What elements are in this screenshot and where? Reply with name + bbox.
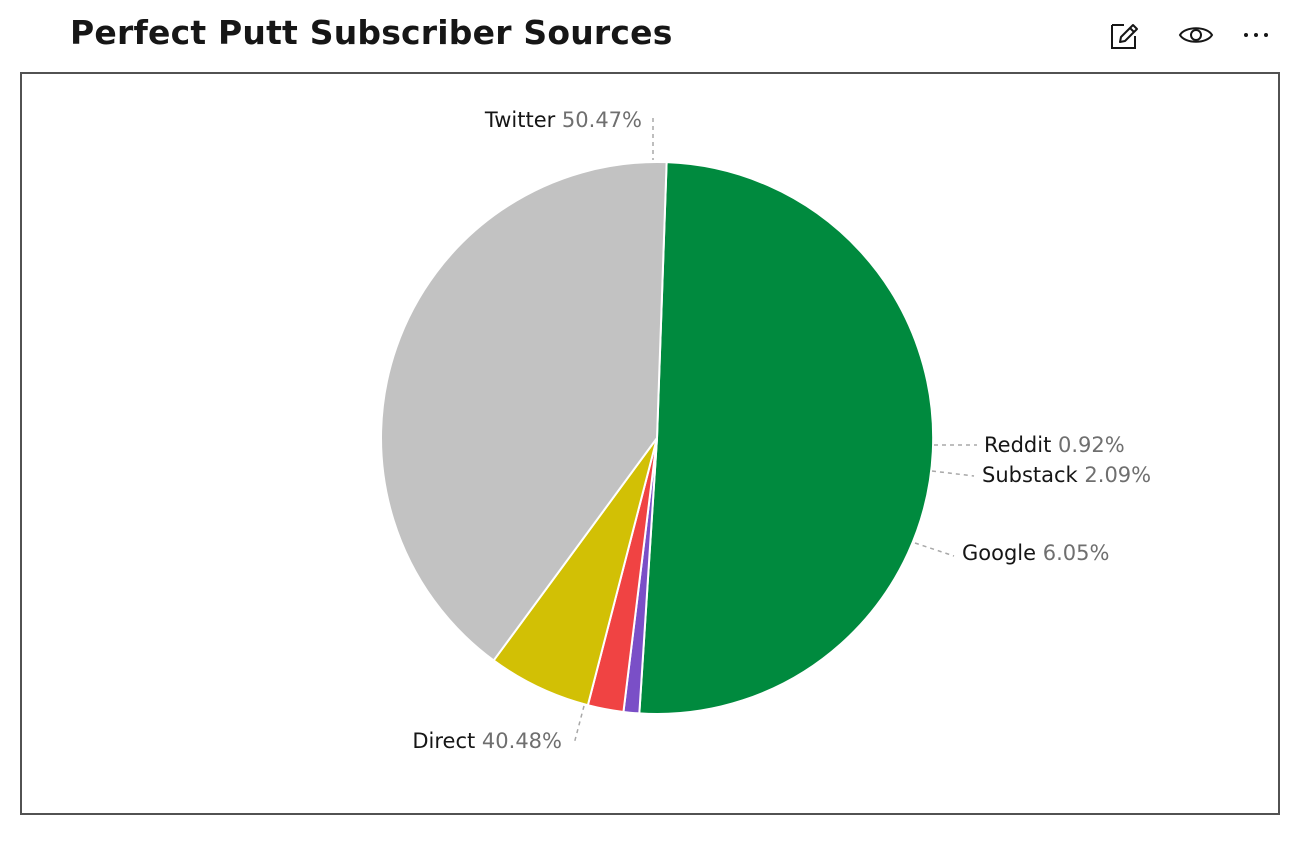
overflow-menu-button[interactable] <box>1237 16 1275 54</box>
leader-line-substack <box>931 470 975 477</box>
slice-label-value: 2.09% <box>1084 463 1151 487</box>
slice-label-reddit: Reddit 0.92% <box>984 433 1125 457</box>
slice-label-name: Direct <box>412 729 482 753</box>
slice-label-value: 50.47% <box>562 108 642 132</box>
slice-label-google: Google 6.05% <box>962 541 1109 565</box>
slice-label-name: Substack <box>982 463 1084 487</box>
edit-icon <box>1111 24 1138 49</box>
pie-slice-direct[interactable] <box>380 161 668 662</box>
slice-label-substack: Substack 2.09% <box>982 463 1151 487</box>
slice-label-name: Google <box>962 541 1043 565</box>
chart-header: Perfect Putt Subscriber Sources <box>0 0 1306 72</box>
pie-chart: Twitter 50.47% Reddit 0.92% Substack 2.09%… <box>380 108 1151 753</box>
slice-label-value: 6.05% <box>1043 541 1110 565</box>
slice-label-value: 0.92% <box>1058 433 1125 457</box>
slice-label-name: Twitter <box>484 108 562 132</box>
slice-label-twitter: Twitter 50.47% <box>484 108 642 132</box>
view-button[interactable] <box>1177 16 1215 54</box>
edit-button[interactable] <box>1105 16 1143 54</box>
slice-label-value: 40.48% <box>482 729 562 753</box>
pie-slice-twitter[interactable] <box>638 161 935 715</box>
leader-line-google <box>914 542 955 557</box>
leader-line-direct <box>573 705 585 745</box>
overflow-menu-icon <box>1244 33 1268 37</box>
slice-label-name: Reddit <box>984 433 1058 457</box>
slice-label-direct: Direct 40.48% <box>412 729 562 753</box>
chart-title: Perfect Putt Subscriber Sources <box>70 13 673 52</box>
chart-container: Twitter 50.47% Reddit 0.92% Substack 2.09%… <box>20 72 1280 815</box>
eye-icon <box>1178 27 1214 43</box>
